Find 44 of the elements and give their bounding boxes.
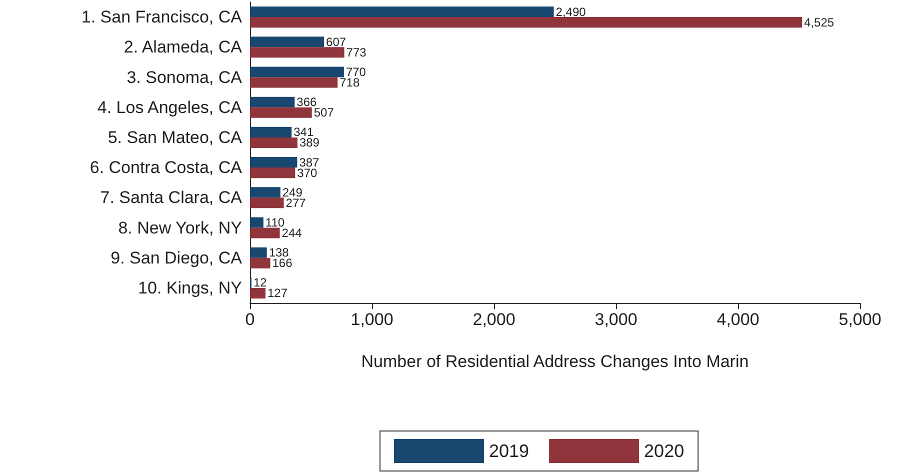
y-tick-label: 10. Kings, NY [138, 278, 242, 298]
data-label: 12 [253, 276, 268, 290]
bar [250, 228, 280, 238]
y-tick-label: 8. New York, NY [118, 218, 242, 238]
data-label: 607 [326, 34, 346, 49]
bar [250, 168, 296, 178]
bar [250, 137, 298, 148]
bar [250, 96, 295, 108]
bar [250, 17, 802, 28]
bar [250, 288, 266, 298]
bar [250, 47, 344, 58]
x-tick-label: 3,000 [594, 310, 638, 329]
bar [250, 157, 298, 168]
bar [250, 6, 554, 18]
y-tick-label: 1. San Francisco, CA [81, 8, 243, 27]
data-label: 773 [346, 45, 367, 60]
bar [250, 247, 267, 258]
bar [250, 217, 264, 228]
y-tick-label: 4. Los Angeles, CA [97, 98, 243, 117]
x-axis-title: Number of Residential Address Changes Into Marin [361, 352, 749, 371]
legend-label: 2020 [644, 441, 684, 461]
data-label: 2,490 [556, 4, 586, 19]
y-tick-label: 6. Contra Costa, CA [90, 158, 243, 178]
y-tick-label: 3. Sonoma, CA [126, 68, 243, 87]
bar [250, 187, 280, 198]
bar [250, 77, 338, 88]
x-tick-label: 1,000 [350, 310, 394, 329]
y-tick-label: 9. San Diego, CA [110, 248, 243, 268]
y-tick-label: 2. Alameda, CA [124, 38, 243, 57]
legend-label: 2019 [489, 441, 530, 461]
data-label: 4,525 [804, 15, 834, 30]
y-tick-label: 7. Santa Clara, CA [100, 188, 243, 208]
bar [250, 36, 324, 48]
x-tick-label: 4,000 [716, 310, 760, 329]
x-tick-label: 5,000 [838, 310, 882, 329]
bar [250, 258, 270, 268]
data-label: 127 [267, 286, 288, 300]
x-tick-label: 0 [245, 310, 255, 329]
bar [250, 198, 284, 208]
bar [250, 107, 312, 118]
bar [250, 126, 292, 138]
x-tick-label: 2,000 [472, 310, 516, 329]
bar [250, 66, 344, 78]
y-tick-label: 5. San Mateo, CA [108, 128, 243, 147]
